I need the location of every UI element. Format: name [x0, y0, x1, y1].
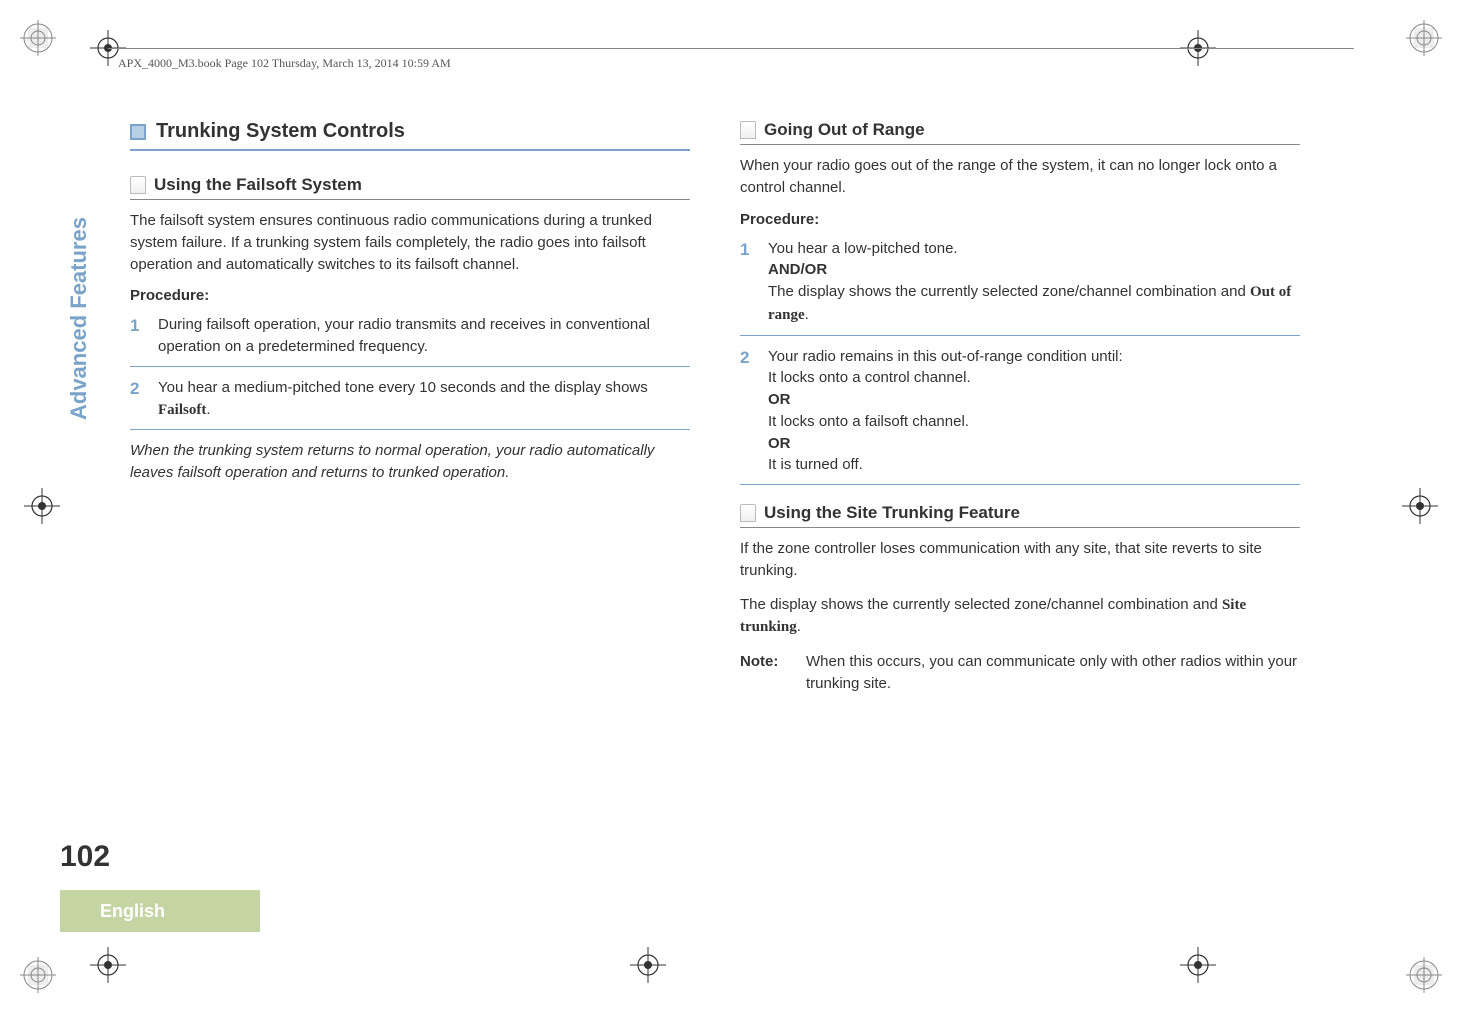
step-line: Your radio remains in this out-of-range … — [768, 346, 1300, 368]
display-value: Failsoft — [158, 402, 206, 418]
step-text: You hear a medium-pitched tone every 10 … — [158, 377, 690, 422]
step-number: 2 — [740, 346, 754, 477]
step-number: 2 — [130, 377, 144, 422]
subheading-failsoft: Using the Failsoft System — [130, 175, 690, 200]
crop-target-icon — [630, 947, 666, 983]
step-text-post: . — [805, 306, 809, 323]
body-paragraph: The display shows the currently selected… — [740, 594, 1300, 640]
section-title-text: Trunking System Controls — [156, 120, 405, 143]
step-text-post: . — [206, 401, 210, 418]
subheading-text: Going Out of Range — [764, 120, 925, 140]
left-column: Trunking System Controls Using the Fails… — [130, 120, 690, 695]
step-text: During failsoft operation, your radio tr… — [158, 314, 690, 358]
header-rule — [108, 48, 1354, 49]
text-pre: The display shows the currently selected… — [740, 596, 1222, 613]
step-line: It locks onto a failsoft channel. — [768, 411, 1300, 433]
page-content: Trunking System Controls Using the Fails… — [130, 120, 1330, 695]
or-label: OR — [768, 433, 1300, 455]
procedure-label: Procedure: — [740, 211, 1300, 228]
subheading-site-trunking: Using the Site Trunking Feature — [740, 503, 1300, 528]
step-text-pre: The display shows the currently selected… — [768, 283, 1250, 300]
intro-paragraph: The failsoft system ensures continuous r… — [130, 210, 690, 275]
registration-mark-icon — [1406, 957, 1442, 993]
language-tab: English — [60, 890, 260, 932]
note-label: Note: — [740, 651, 788, 695]
step-text-pre: You hear a medium-pitched tone every 10 … — [158, 379, 648, 396]
step-number: 1 — [130, 314, 144, 358]
running-head: APX_4000_M3.book Page 102 Thursday, Marc… — [118, 56, 451, 71]
step-line: The display shows the currently selected… — [768, 281, 1300, 327]
registration-mark-icon — [1406, 20, 1442, 56]
outro-paragraph: When the trunking system returns to norm… — [130, 440, 690, 484]
registration-mark-icon — [20, 20, 56, 56]
crop-target-icon — [24, 488, 60, 524]
subheading-out-of-range: Going Out of Range — [740, 120, 1300, 145]
step-body: Your radio remains in this out-of-range … — [768, 346, 1300, 477]
note-row: Note: When this occurs, you can communic… — [740, 651, 1300, 695]
right-column: Going Out of Range When your radio goes … — [740, 120, 1300, 695]
andor-label: AND/OR — [768, 259, 1300, 281]
or-label: OR — [768, 389, 1300, 411]
section-rule — [130, 149, 690, 151]
step-line: It is turned off. — [768, 454, 1300, 476]
text-post: . — [797, 618, 801, 635]
procedure-step: 1 You hear a low-pitched tone. AND/OR Th… — [740, 238, 1300, 336]
registration-mark-icon — [20, 957, 56, 993]
step-body: You hear a low-pitched tone. AND/OR The … — [768, 238, 1300, 327]
crop-target-icon — [1180, 947, 1216, 983]
crop-target-icon — [90, 947, 126, 983]
page-number: 102 — [60, 840, 110, 874]
side-tab-label: Advanced Features — [66, 217, 92, 420]
crop-target-icon — [1402, 488, 1438, 524]
procedure-step: 2 Your radio remains in this out-of-rang… — [740, 346, 1300, 486]
subheading-text: Using the Site Trunking Feature — [764, 503, 1020, 523]
step-line: You hear a low-pitched tone. — [768, 238, 1300, 260]
step-line: It locks onto a control channel. — [768, 367, 1300, 389]
step-number: 1 — [740, 238, 754, 327]
procedure-label: Procedure: — [130, 287, 690, 304]
intro-paragraph: When your radio goes out of the range of… — [740, 155, 1300, 199]
procedure-step: 1 During failsoft operation, your radio … — [130, 314, 690, 367]
subheading-text: Using the Failsoft System — [154, 175, 362, 195]
procedure-step: 2 You hear a medium-pitched tone every 1… — [130, 377, 690, 431]
body-paragraph: If the zone controller loses communicati… — [740, 538, 1300, 582]
section-title: Trunking System Controls — [130, 120, 690, 143]
note-text: When this occurs, you can communicate on… — [806, 651, 1300, 695]
